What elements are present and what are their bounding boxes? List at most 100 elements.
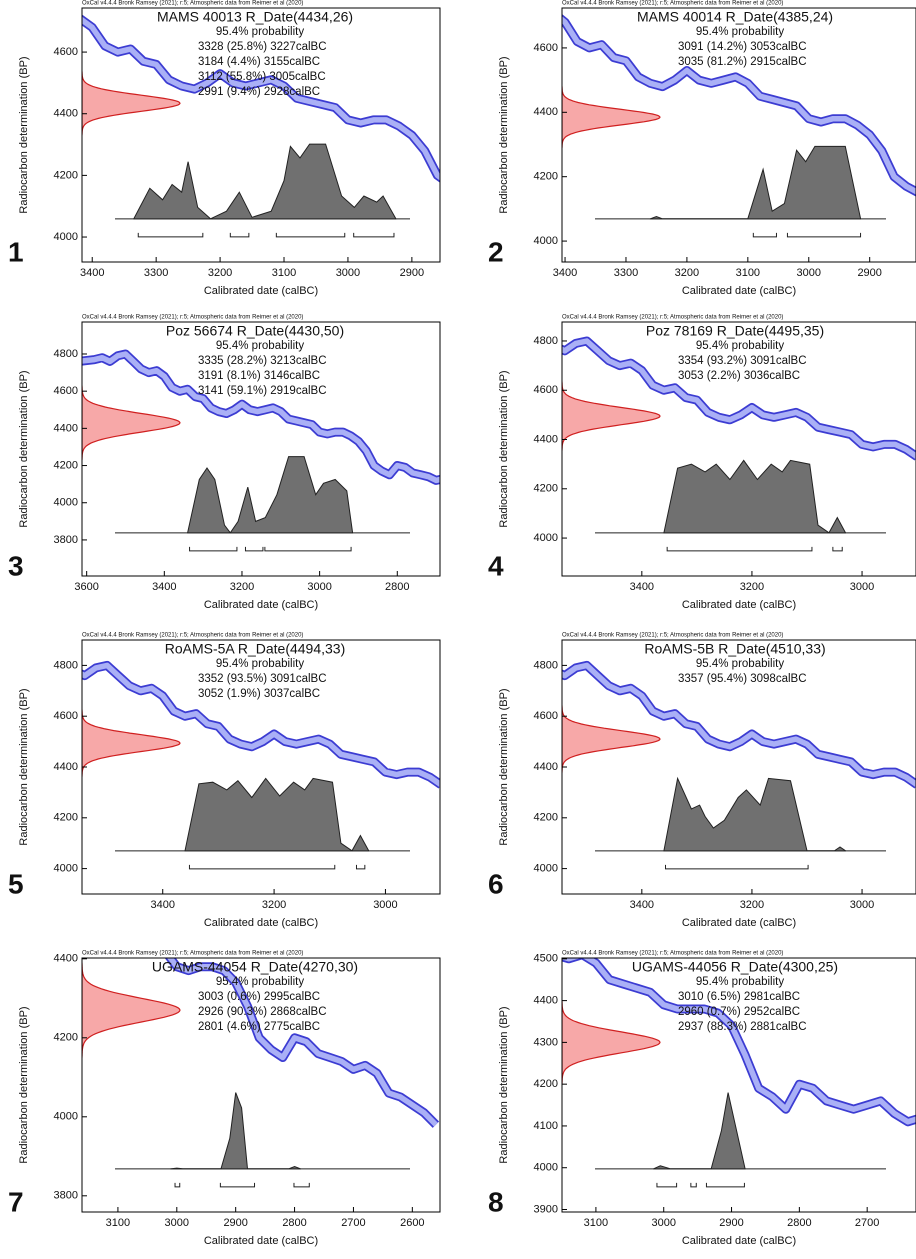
x-tick-label: 3200 (230, 581, 254, 593)
panel-number: 7 (8, 1186, 24, 1217)
calibration-curve-band (82, 662, 440, 788)
panel-number: 3 (8, 550, 24, 581)
measurement (82, 385, 181, 460)
y-tick-label: 4100 (534, 1120, 558, 1132)
y-tick-label: 3800 (54, 1190, 78, 1202)
range-bracket (244, 546, 264, 552)
x-tick-label: 2900 (400, 267, 424, 279)
calibration-curve-band (562, 662, 916, 788)
panel-title: Poz 56674 R_Date(4430,50) (166, 323, 344, 339)
panel-title: UGAMS-44054 R_Date(4270,30) (152, 959, 358, 975)
x-tick-label: 2900 (857, 267, 881, 279)
x-tick-label: 3000 (307, 581, 331, 593)
panel-number: 5 (8, 868, 24, 899)
posterior (133, 143, 397, 220)
x-tick-label: 2700 (341, 1217, 365, 1229)
range-label: 3352 (93.5%) 3091calBC (198, 673, 327, 685)
measurement (82, 71, 181, 136)
plot-area (562, 336, 916, 552)
panel-number: 8 (488, 1186, 504, 1217)
x-tick-label: 3400 (630, 581, 654, 593)
x-tick-label: 3000 (373, 899, 397, 911)
probability-label: 95.4% probability (216, 26, 304, 38)
panel: 3600 3400 3200 3000 2800 3800 4000 4200 4400 4600… (8, 315, 441, 611)
x-axis-label: Calibrated date (calBC) (682, 285, 796, 297)
x-tick-label: 3100 (736, 267, 760, 279)
y-tick-label: 4000 (54, 497, 78, 509)
plot-area (82, 660, 440, 870)
range-bracket (264, 546, 352, 552)
range-label: 3191 (8.1%) 3146calBC (198, 370, 320, 382)
y-tick-label: 4400 (54, 761, 78, 773)
y-tick-label: 4400 (54, 108, 78, 120)
range-label: 3035 (81.2%) 2915calBC (678, 56, 807, 68)
panel-number: 6 (488, 868, 504, 899)
range-bracket (188, 864, 336, 870)
x-tick-label: 3000 (797, 267, 821, 279)
header: OxCal v4.4.4 Bronk Ramsey (2021); r:5; A… (82, 951, 303, 957)
header: OxCal v4.4.4 Bronk Ramsey (2021); r:5; A… (562, 315, 783, 321)
x-tick-label: 3000 (850, 899, 874, 911)
x-tick-label: 3000 (850, 581, 874, 593)
y-tick-label: 4800 (54, 348, 78, 360)
measurement (562, 381, 661, 451)
y-axis-label: Radiocarbon determination (BP) (498, 370, 510, 527)
range-label: 2991 (9.4%) 2928calBC (198, 86, 320, 98)
y-tick-label: 4000 (534, 863, 558, 875)
header: OxCal v4.4.4 Bronk Ramsey (2021); r:5; A… (82, 1, 303, 7)
range-label: 3112 (55.8%) 3005calBC (198, 71, 326, 83)
y-tick-label: 4300 (534, 1036, 558, 1048)
posterior (170, 1092, 301, 1170)
probability-label: 95.4% probability (216, 340, 304, 352)
calibration-curve-band (562, 338, 916, 460)
y-tick-label: 4000 (534, 1162, 558, 1174)
y-tick-label: 4500 (534, 953, 558, 965)
y-tick-label: 4200 (534, 1078, 558, 1090)
range-bracket (137, 232, 204, 238)
panel-number: 1 (8, 236, 24, 267)
y-tick-label: 4000 (54, 863, 78, 875)
range-label: 3328 (25.8%) 3227calBC (198, 41, 327, 53)
y-tick-label: 4400 (54, 422, 78, 434)
x-axis-label: Calibrated date (calBC) (204, 917, 318, 929)
range-label: 3357 (95.4%) 3098calBC (678, 673, 807, 685)
header: OxCal v4.4.4 Bronk Ramsey (2021); r:5; A… (562, 1, 783, 7)
y-tick-label: 4000 (54, 231, 78, 243)
y-tick-label: 4800 (54, 659, 78, 671)
range-bracket (219, 1182, 256, 1188)
x-tick-label: 3100 (272, 267, 296, 279)
measurement (82, 962, 181, 1058)
panel: 3100 3000 2900 2800 2700 3900 4000 4100 4200 4300… (488, 951, 916, 1247)
range-bracket (656, 1182, 678, 1188)
panel-title: RoAMS-5B R_Date(4510,33) (644, 641, 825, 657)
plot-area (562, 660, 916, 870)
measurement (562, 86, 661, 148)
plot-area (562, 958, 916, 1188)
x-tick-label: 3100 (106, 1217, 130, 1229)
range-label: 3335 (28.2%) 3213calBC (198, 355, 327, 367)
y-tick-label: 3900 (534, 1203, 558, 1215)
x-tick-label: 2800 (787, 1217, 811, 1229)
plot-frame (81, 321, 441, 577)
y-tick-label: 4600 (54, 385, 78, 397)
calibration-curve-band (562, 16, 916, 195)
x-axis-label: Calibrated date (calBC) (682, 1235, 796, 1247)
x-tick-label: 3200 (208, 267, 232, 279)
y-tick-label: 4400 (534, 995, 558, 1007)
range-label: 3354 (93.2%) 3091calBC (678, 355, 807, 367)
y-tick-label: 4600 (534, 710, 558, 722)
probability-label: 95.4% probability (696, 26, 784, 38)
y-axis-label: Radiocarbon determination (BP) (498, 688, 510, 845)
range-bracket (275, 232, 346, 238)
plot-frame (81, 957, 441, 1213)
plot-frame (561, 957, 916, 1213)
range-bracket (752, 232, 777, 238)
header: OxCal v4.4.4 Bronk Ramsey (2021); r:5; A… (82, 315, 303, 321)
y-tick-label: 4200 (534, 812, 558, 824)
range-label: 2937 (88.3%) 2881calBC (678, 1021, 807, 1033)
calibration-curve-band (562, 958, 916, 1125)
y-tick-label: 4000 (54, 1111, 78, 1123)
y-tick-label: 4400 (534, 433, 558, 445)
panel-title: MAMS 40014 R_Date(4385,24) (637, 9, 833, 25)
